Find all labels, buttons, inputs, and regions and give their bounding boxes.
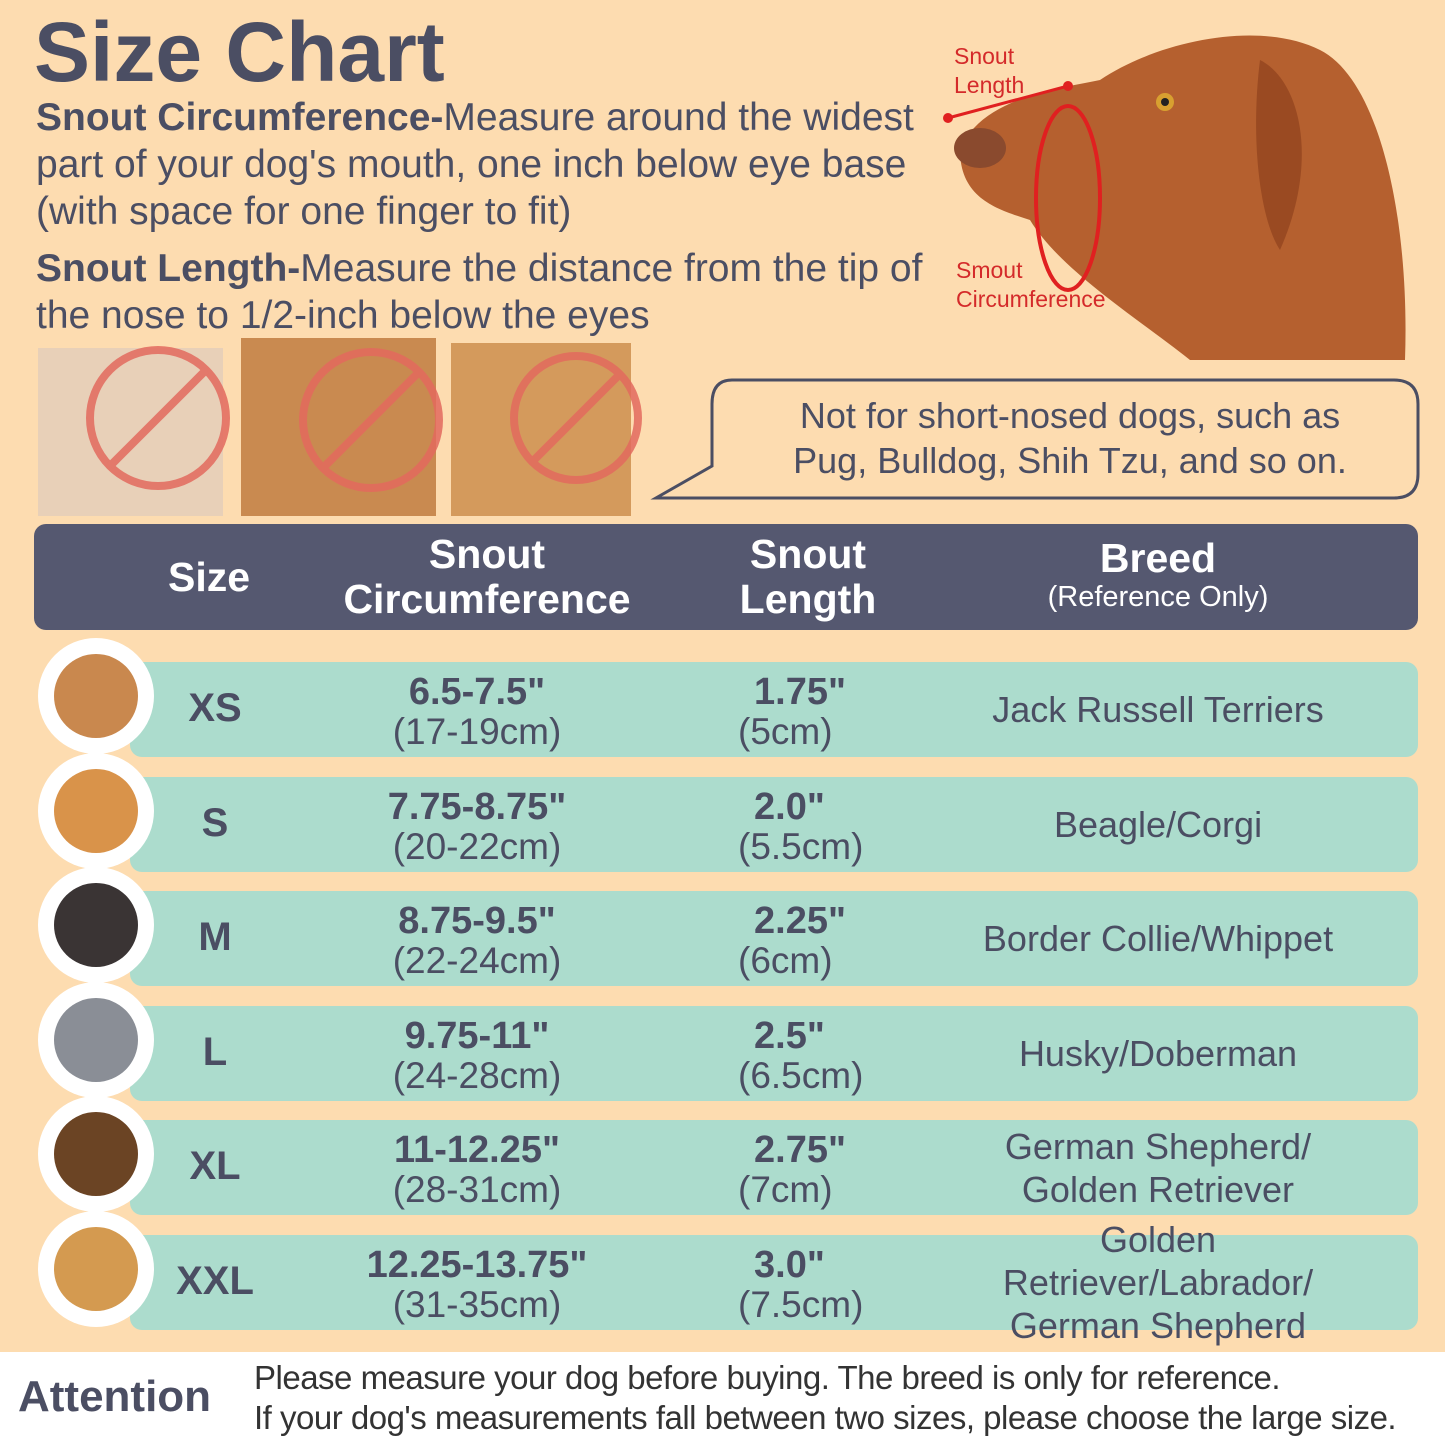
size-cell: XXL bbox=[176, 1258, 254, 1303]
dog-avatar bbox=[40, 1212, 152, 1325]
table-header: Size Snout Circumference Snout Length Br… bbox=[34, 524, 1418, 630]
length-in: 2.5" bbox=[754, 1014, 825, 1057]
dog-avatar bbox=[40, 983, 152, 1096]
header-cell: Breed bbox=[1099, 535, 1217, 581]
breed-text: Jack Russell Terriers bbox=[992, 689, 1324, 730]
circumference-cm: (28-31cm) bbox=[392, 1169, 562, 1210]
dog-avatar-face bbox=[54, 883, 138, 967]
breed-cell: Golden Retriever/Labrador/ German Shephe… bbox=[920, 1219, 1396, 1346]
dog-avatar-face bbox=[54, 1226, 138, 1311]
attention-bar: Attention Please measure your dog before… bbox=[0, 1352, 1445, 1441]
label-line: Circumference bbox=[956, 286, 1106, 312]
header-cell: Size bbox=[167, 554, 251, 600]
dog-avatar bbox=[40, 640, 152, 752]
diagram-label: Smout Circumference bbox=[956, 256, 1106, 314]
dog-avatar-face bbox=[54, 768, 138, 853]
instruction-label: Snout Circumference- bbox=[36, 96, 444, 139]
attention-label: Attention bbox=[18, 1372, 212, 1421]
size-cell: XL bbox=[189, 1144, 241, 1188]
circumference-cm: (20-22cm) bbox=[392, 825, 562, 867]
instruction: Snout Circumference-Measure around the w… bbox=[36, 94, 946, 235]
breed-cell: German Shepherd/ Golden Retriever bbox=[920, 1120, 1396, 1215]
instruction: Snout Length-Measure the distance from t… bbox=[36, 245, 946, 339]
table-row: L 9.75-11" (24-28cm) 2.5" (6.5cm) Husky/Dober… bbox=[130, 1005, 1418, 1101]
note: Not for short-nosed dogs, such as Pug, B… bbox=[793, 395, 1347, 481]
circumference-in: 8.75-9.5" bbox=[398, 900, 556, 942]
circumference-in: 6.5-7.5" bbox=[408, 671, 546, 713]
circumference-in: 7.75-8.75" bbox=[387, 785, 567, 828]
length-in: 2.25" bbox=[754, 900, 846, 942]
table-row: XS 6.5-7.5" (17-19cm) 1.75" (5cm) Jack Russel… bbox=[130, 662, 1418, 757]
header-cell: Snout Length bbox=[739, 531, 877, 622]
circumference-cm: (31-35cm) bbox=[392, 1283, 562, 1325]
table-row: M 8.75-9.5" (22-24cm) 2.25" (6cm) Border Coll… bbox=[130, 891, 1418, 986]
circumference-in: 11-12.25" bbox=[394, 1129, 560, 1171]
dog-avatar-face bbox=[54, 1112, 138, 1196]
breed-cell: Husky/Doberman bbox=[920, 1006, 1396, 1101]
table-row: S 7.75-8.75" (20-22cm) 2.0" (5.5cm) Beagle/Co… bbox=[130, 776, 1418, 872]
table-row: XXL 12.25-13.75" (31-35cm) 3.0" (7.5cm) Golde… bbox=[130, 1219, 1418, 1346]
breed-text: Husky/Doberman bbox=[1018, 1032, 1298, 1074]
label-line: Smout bbox=[956, 257, 1023, 283]
instruction-text: Measure the distance from the tip of the… bbox=[36, 247, 923, 337]
header-note: (Reference Only) bbox=[1047, 581, 1269, 613]
length-cm: (6.5cm) bbox=[738, 1054, 864, 1096]
title: Size Chart bbox=[34, 5, 445, 99]
breed-text: Golden Retriever/Labrador/ German Shephe… bbox=[1002, 1218, 1314, 1346]
circumference-in: 9.75-11" bbox=[404, 1014, 550, 1057]
table-row: XL 11-12.25" (28-31cm) 2.75" (7cm) German She… bbox=[130, 1120, 1418, 1215]
breed-text: Border Collie/Whippet bbox=[982, 918, 1334, 959]
label-line: Length bbox=[954, 72, 1025, 98]
circumference-cm: (22-24cm) bbox=[392, 940, 562, 981]
size-cell: XS bbox=[188, 686, 242, 730]
dog-avatar bbox=[40, 869, 152, 981]
length-in: 1.75" bbox=[754, 671, 846, 713]
breed-cell: Beagle/Corgi bbox=[920, 777, 1396, 872]
dog-diagram bbox=[943, 35, 1406, 361]
dog-avatar bbox=[40, 754, 152, 867]
instruction-text: Measure around the widest part of your d… bbox=[36, 96, 914, 233]
length-in: 2.0" bbox=[754, 785, 825, 828]
length-cm: (5cm) bbox=[738, 711, 833, 752]
dog-avatar-face bbox=[54, 654, 138, 738]
breed-text: Beagle/Corgi bbox=[1053, 803, 1263, 845]
circumference-in: 12.25-13.75" bbox=[366, 1243, 588, 1286]
attention-line: If your dog's measurements fall between … bbox=[254, 1399, 1397, 1436]
length-in: 2.75" bbox=[754, 1129, 846, 1171]
breed-cell: Border Collie/Whippet bbox=[920, 891, 1396, 986]
header-cell: Snout Circumference bbox=[343, 531, 631, 622]
size-cell: M bbox=[198, 915, 232, 959]
short-nosed-dogs bbox=[38, 338, 642, 516]
attention-line: Please measure your dog before buying. T… bbox=[254, 1359, 1281, 1396]
instruction-label: Snout Length- bbox=[36, 247, 301, 290]
length-cm: (7cm) bbox=[738, 1169, 833, 1210]
circumference-cm: (24-28cm) bbox=[392, 1054, 562, 1096]
length-cm: (5.5cm) bbox=[738, 825, 864, 867]
dog-avatar bbox=[40, 1098, 152, 1210]
dog-avatar-face bbox=[54, 997, 138, 1082]
attention-text: Please measure your dog before buying. T… bbox=[254, 1358, 1397, 1438]
size-cell: S bbox=[201, 800, 229, 845]
length-cm: (7.5cm) bbox=[738, 1283, 864, 1325]
length-cm: (6cm) bbox=[738, 940, 833, 981]
length-in: 3.0" bbox=[754, 1243, 825, 1286]
speech-bubble bbox=[650, 378, 1420, 500]
diagram-label: Snout Length bbox=[954, 42, 1024, 100]
breed-cell: Jack Russell Terriers bbox=[920, 662, 1396, 757]
breed-text: German Shepherd/ Golden Retriever bbox=[1004, 1125, 1312, 1210]
circumference-cm: (17-19cm) bbox=[392, 711, 562, 752]
label-line: Snout bbox=[954, 43, 1015, 69]
size-cell: L bbox=[202, 1029, 228, 1074]
